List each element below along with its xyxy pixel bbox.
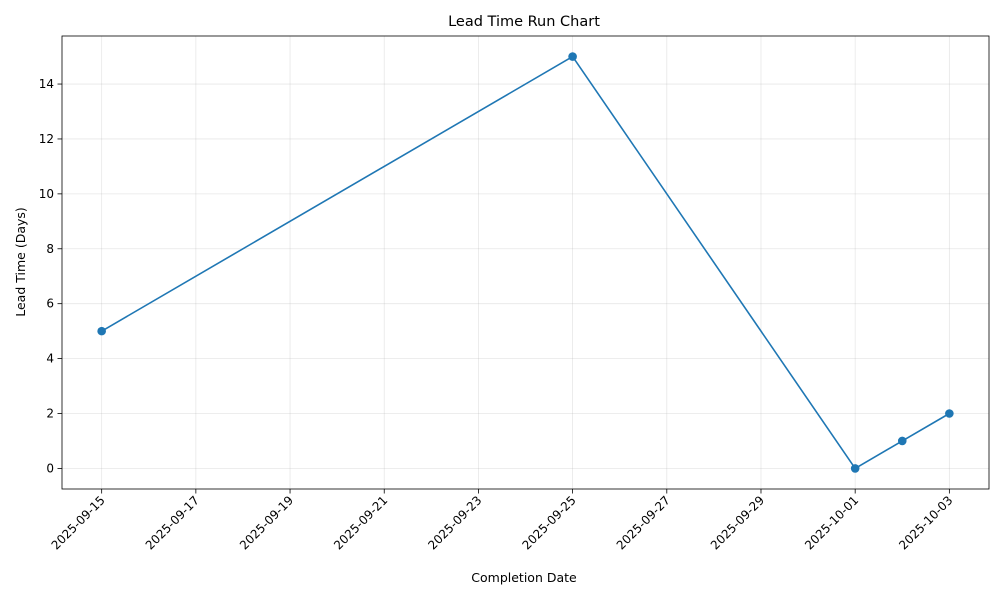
y-tick-label: 4 xyxy=(46,352,54,366)
y-tick-label: 2 xyxy=(46,407,54,421)
y-tick-label: 0 xyxy=(46,461,54,475)
data-point xyxy=(850,464,860,473)
data-point xyxy=(97,326,106,336)
chart-title: Lead Time Run Chart xyxy=(448,14,600,30)
y-tick-label: 10 xyxy=(39,187,54,201)
y-tick-label: 14 xyxy=(39,77,54,91)
grid-layer xyxy=(62,36,989,489)
y-axis-label: Lead Time (Days) xyxy=(13,207,28,317)
y-tick-label: 8 xyxy=(46,242,54,256)
plot-frame xyxy=(61,35,990,490)
x-axis-label: Completion Date xyxy=(471,570,577,585)
data-layer xyxy=(97,52,954,473)
data-point xyxy=(945,409,954,418)
y-tick-label: 12 xyxy=(39,132,54,146)
data-point xyxy=(568,52,577,61)
data-point xyxy=(897,436,907,446)
y-tick-label: 6 xyxy=(46,297,54,311)
